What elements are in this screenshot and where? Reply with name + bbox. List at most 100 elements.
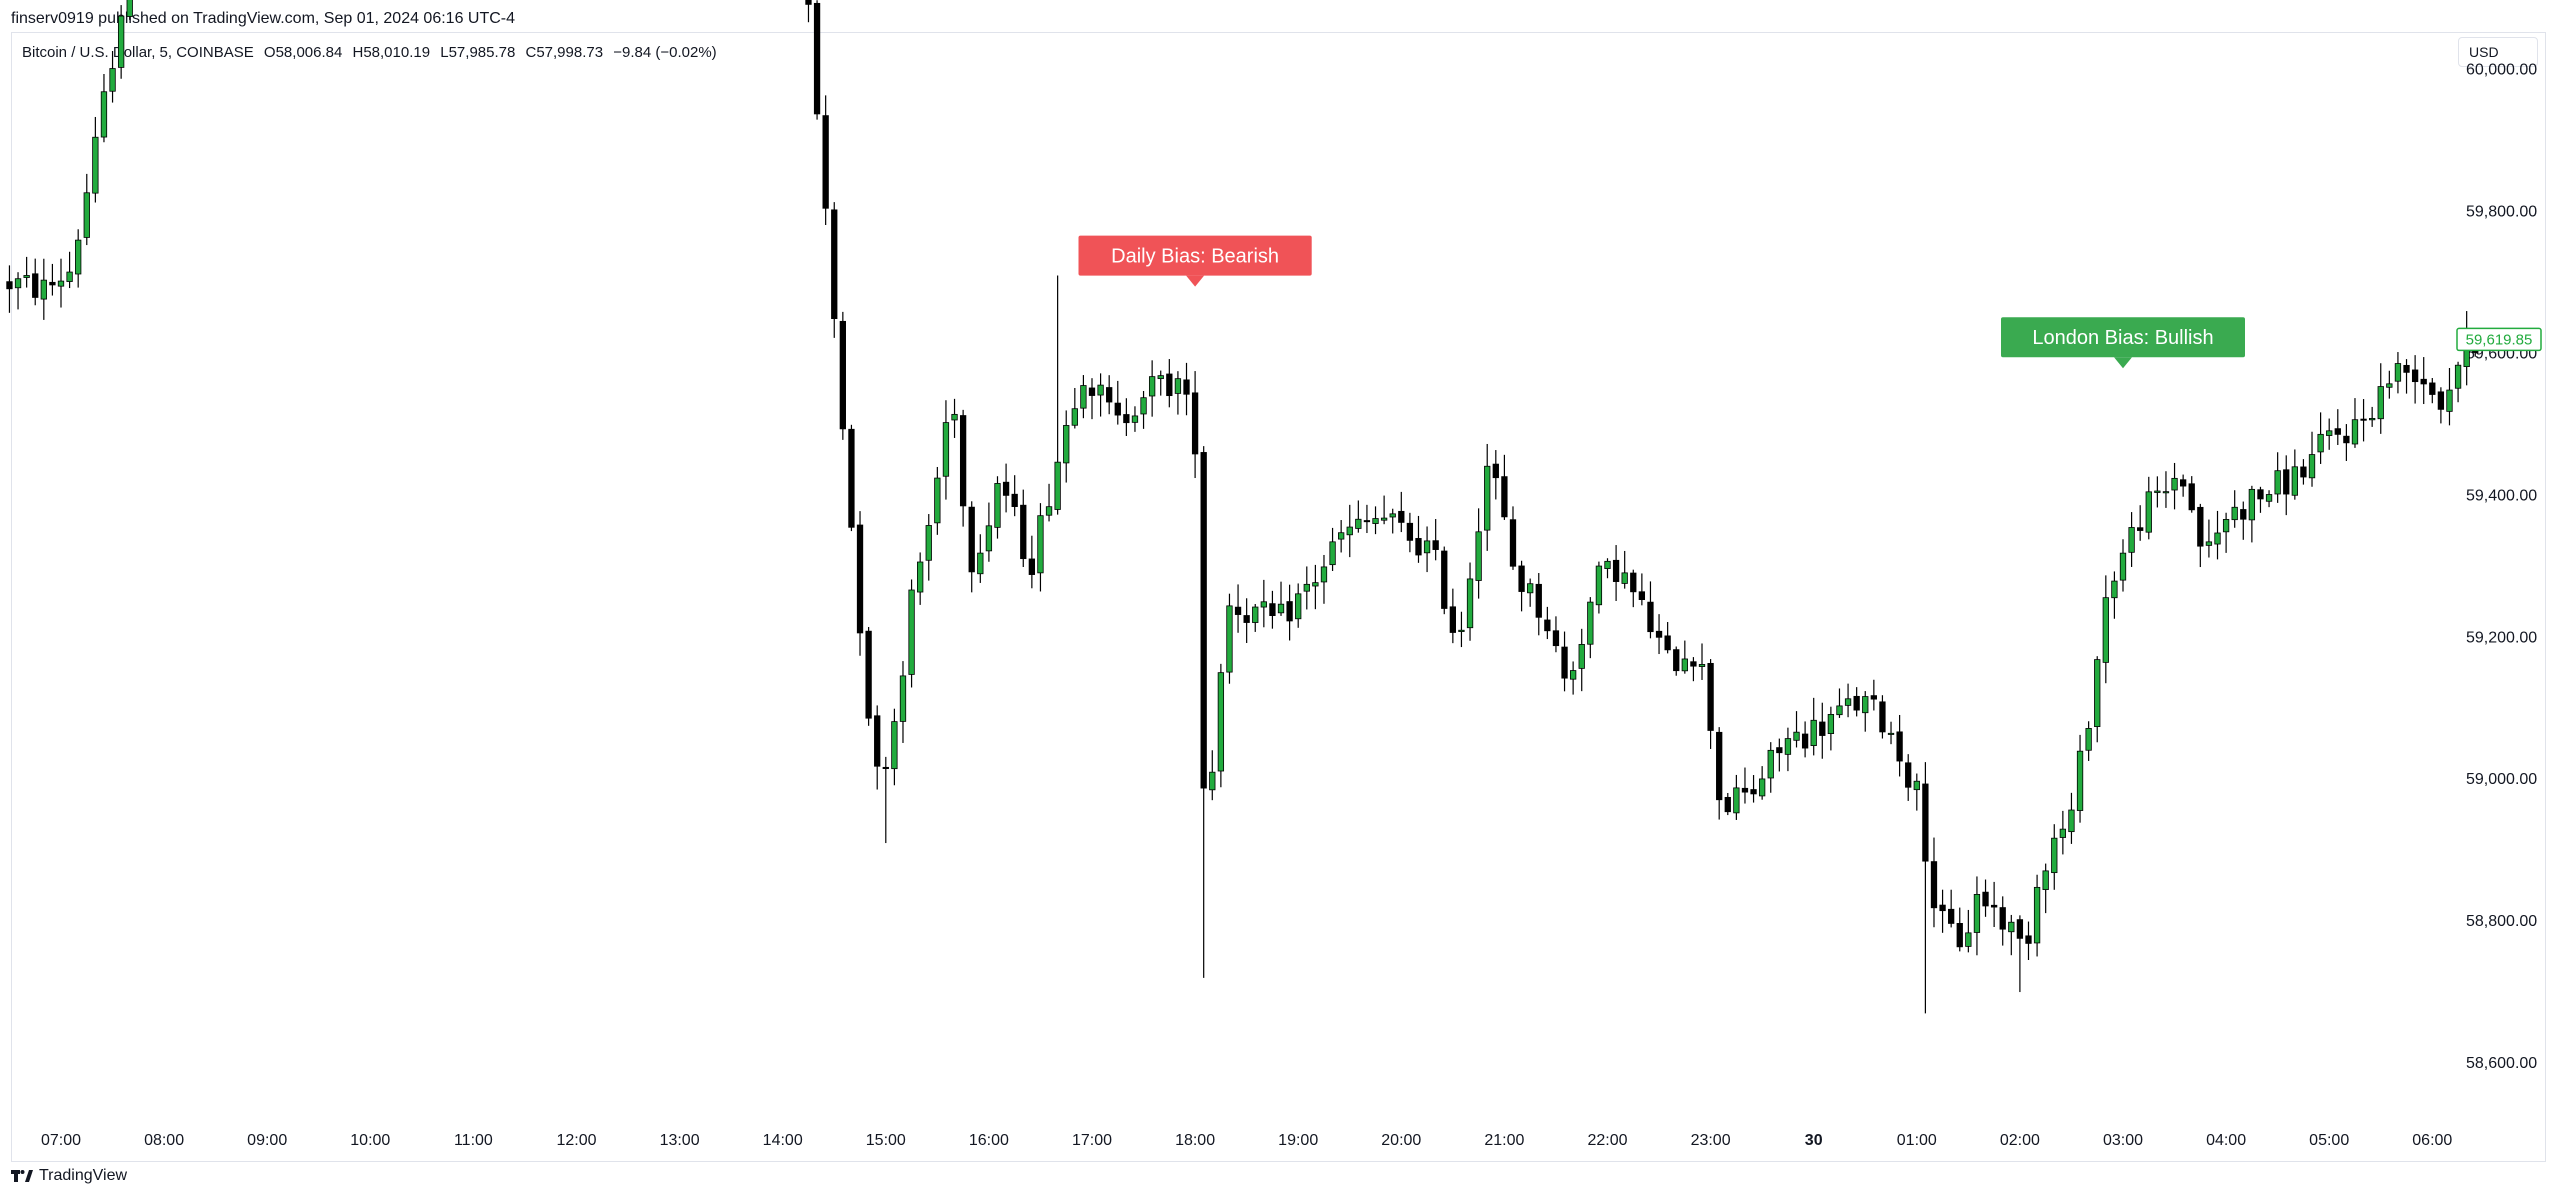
candle-body: [2334, 428, 2341, 435]
candle-body: [1157, 375, 1164, 380]
candle-body: [1896, 731, 1903, 762]
candle-body: [1716, 731, 1723, 801]
candle-body: [1801, 733, 1809, 749]
candle-body: [2300, 466, 2307, 478]
candle-body: [57, 280, 65, 287]
candle-body: [1063, 425, 1070, 464]
candle-body: [1217, 672, 1225, 772]
candle-body: [1930, 861, 1938, 909]
candle-body: [917, 561, 924, 593]
y-tick-label: 60,000.00: [2466, 62, 2537, 79]
candle-body: [1380, 517, 1388, 521]
candle-body: [1252, 606, 1259, 623]
candle-body: [1561, 646, 1568, 679]
candle-body: [1320, 566, 1328, 583]
candle-body: [839, 320, 846, 430]
candle-body: [2403, 364, 2410, 373]
bias-callout: Daily Bias: Bearish: [1078, 235, 1312, 287]
candle-body: [1484, 465, 1491, 531]
candle-body: [1621, 572, 1628, 584]
x-tick-label: 04:00: [2206, 1132, 2246, 1149]
candle-body: [874, 715, 881, 767]
currency-button[interactable]: USD: [2458, 37, 2538, 67]
candle-body: [1681, 658, 1688, 672]
candle-body: [1441, 550, 1448, 609]
candle-body: [32, 273, 39, 298]
x-tick-label: 16:00: [969, 1132, 1009, 1149]
candle-body: [2317, 433, 2324, 453]
x-tick-label: 05:00: [2309, 1132, 2349, 1149]
candle-body: [1707, 662, 1714, 731]
y-tick-label: 58,600.00: [2466, 1055, 2537, 1072]
candle-body: [1948, 908, 1955, 924]
candle-body: [994, 483, 1001, 528]
candle-body: [1346, 526, 1353, 536]
candle-body: [1673, 649, 1680, 672]
x-tick-label: 11:00: [454, 1132, 493, 1149]
candle-body: [1879, 701, 1886, 733]
candle-body: [2051, 837, 2058, 874]
candle-body: [1862, 696, 1869, 714]
candle-body: [1647, 601, 1654, 633]
candle-body: [934, 477, 941, 524]
candle-body: [805, 0, 812, 5]
candle-body: [2360, 418, 2367, 421]
x-tick-label: 09:00: [247, 1132, 287, 1149]
candle-body: [1329, 541, 1336, 566]
tradingview-icon: [11, 1170, 33, 1182]
candle-body: [2351, 419, 2359, 445]
candle-body: [899, 675, 907, 722]
y-tick-label: 59,000.00: [2466, 771, 2537, 788]
candle-body: [83, 192, 90, 238]
candle-body: [2188, 483, 2195, 511]
candle-body: [1664, 635, 1671, 651]
candle-body: [2411, 369, 2419, 383]
candle-body: [2179, 479, 2187, 487]
candle-body: [891, 721, 898, 770]
candle-body: [2343, 435, 2350, 444]
candle-body: [1011, 493, 1018, 507]
candle-body: [908, 589, 915, 675]
candle-body: [14, 278, 22, 289]
candle-body: [1827, 714, 1835, 734]
candle-body: [1312, 582, 1319, 587]
candle-body: [1982, 891, 1989, 907]
candle-body: [1200, 452, 1207, 789]
candle-body: [2265, 494, 2273, 502]
candle-body: [1148, 376, 1156, 397]
candle-body: [1501, 476, 1508, 518]
candle-body: [1475, 531, 1482, 581]
candle-body: [1939, 904, 1946, 912]
candle-body: [2283, 469, 2290, 495]
candle-body: [925, 525, 932, 561]
candle-body: [1106, 387, 1113, 403]
candle-body: [1956, 923, 1963, 948]
candle-body: [2033, 886, 2041, 944]
candle-body: [1080, 385, 1087, 409]
candle-body: [1759, 778, 1766, 797]
candle-body: [968, 506, 975, 573]
candle-body: [1638, 591, 1646, 600]
candle-body: [1209, 771, 1216, 791]
x-tick-label: 12:00: [556, 1132, 596, 1149]
x-tick-label: 02:00: [2000, 1132, 2040, 1149]
candle-body: [100, 91, 108, 138]
candle-body: [1870, 695, 1877, 700]
candle-body: [1544, 619, 1551, 632]
bias-callout: London Bias: Bullish: [2001, 317, 2245, 369]
tradingview-logo[interactable]: TradingView: [11, 1167, 127, 1185]
candle-body: [1166, 373, 1173, 397]
candle-body: [2197, 506, 2204, 547]
candle-body: [2128, 527, 2135, 553]
x-tick-label: 19:00: [1278, 1132, 1318, 1149]
candle-body: [1690, 661, 1697, 667]
candle-body: [1655, 630, 1663, 638]
candle-body: [2145, 491, 2152, 533]
candle-body: [1793, 731, 1800, 741]
x-tick-label: 30: [1805, 1132, 1823, 1149]
candle-body: [1630, 572, 1637, 593]
candle-body: [6, 281, 13, 290]
candle-body: [92, 136, 99, 194]
price-change: −9.84 (−0.02%): [613, 44, 717, 61]
